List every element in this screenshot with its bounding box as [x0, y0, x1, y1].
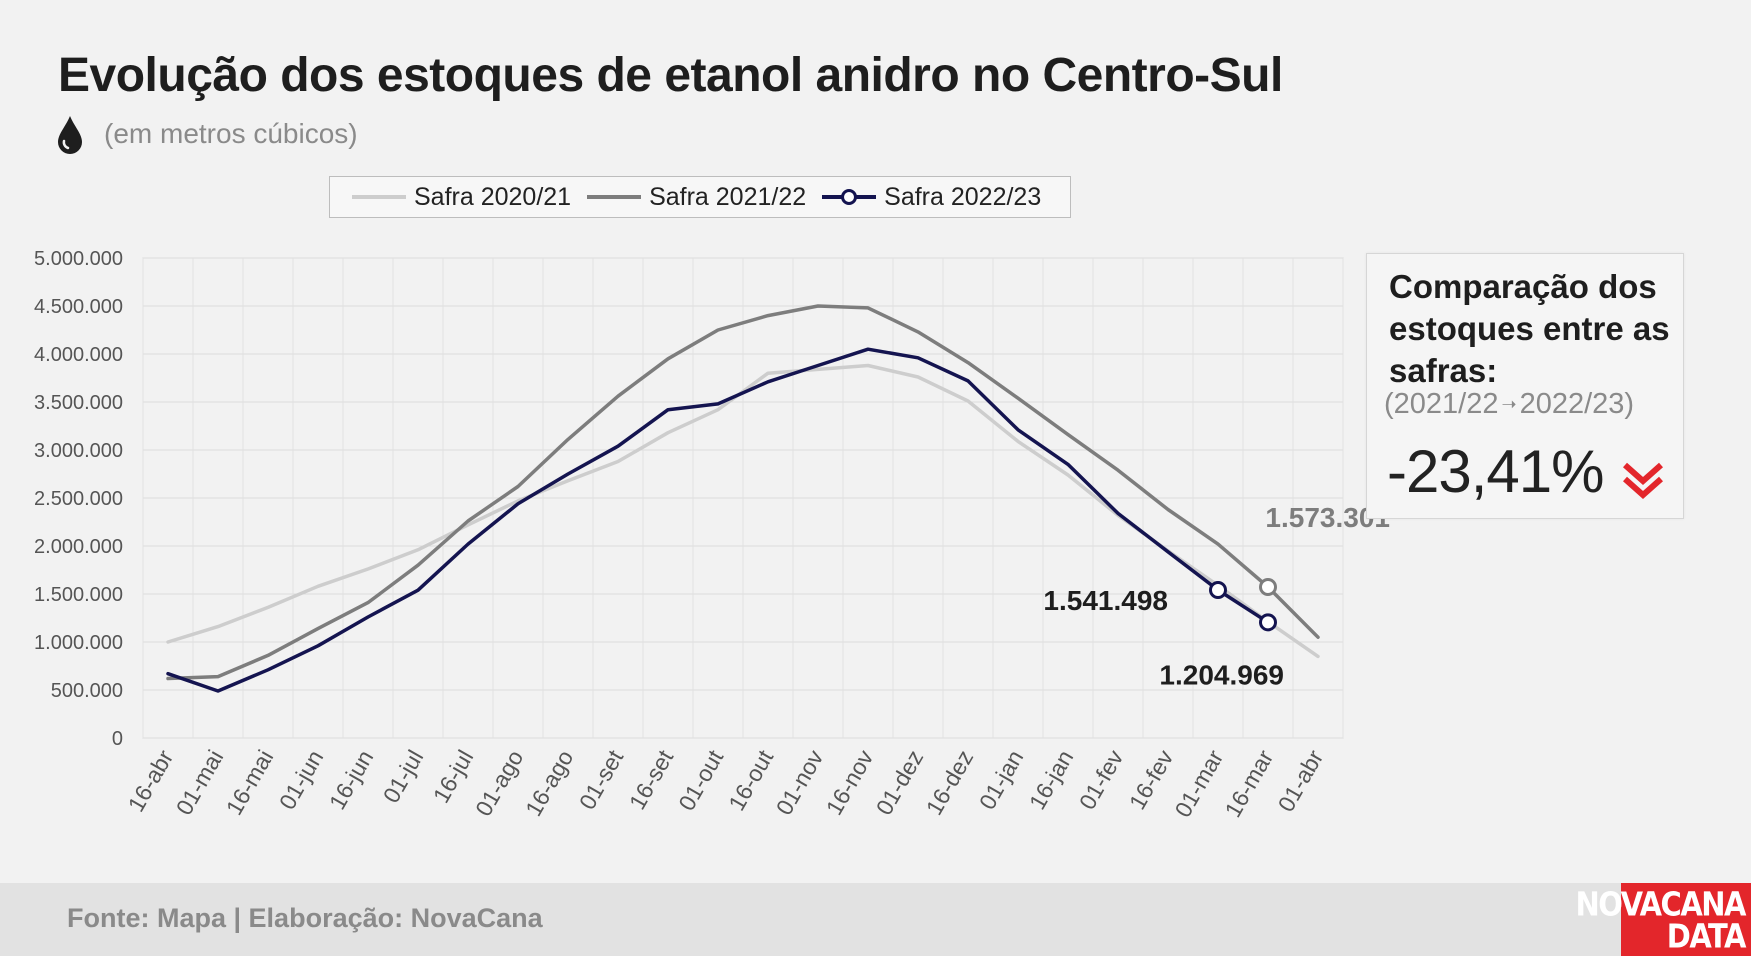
legend-item-2021-22: Safra 2021/22	[585, 183, 806, 212]
chart-grid	[142, 257, 1344, 739]
comparison-to: 2022/23)	[1519, 388, 1635, 420]
arrow-right-icon: ➝	[1501, 394, 1517, 414]
legend-item-2022-23: Safra 2022/23	[820, 183, 1041, 212]
data-label: 1.541.498	[1043, 585, 1168, 616]
subtitle-row: (em metros cúbicos)	[56, 114, 358, 154]
x-tick-label: 16-jan	[1024, 746, 1078, 814]
x-tick-label: 16-out	[723, 745, 778, 815]
legend-label-2021-22: Safra 2021/22	[649, 182, 807, 211]
drop-icon	[58, 116, 82, 154]
source-text: Fonte: Mapa | Elaboração: NovaCana	[67, 903, 543, 933]
y-tick-label: 3.500.000	[34, 392, 123, 414]
y-tick-label: 5.000.000	[34, 248, 123, 270]
chart-legend: Safra 2020/21 Safra 2021/22 Safra 2022/2…	[329, 176, 1071, 218]
x-tick-label: 16-nov	[821, 745, 879, 819]
x-tick-label: 01-dez	[871, 746, 929, 820]
data-label: 1.204.969	[1159, 659, 1284, 690]
x-tick-label: 16-jun	[324, 746, 378, 814]
series-line-s2122	[166, 304, 1320, 681]
x-tick-label: 01-out	[673, 745, 728, 815]
x-tick-label: 01-mai	[171, 746, 229, 820]
marker-s2122-16-mar	[1259, 577, 1277, 596]
x-tick-label: 16-jul	[428, 746, 479, 808]
x-tick-label: 16-fev	[1124, 745, 1179, 814]
logo-line2: DATA	[1666, 915, 1747, 956]
chart-series	[166, 304, 1320, 693]
x-tick-label: 01-ago	[470, 746, 528, 821]
legend-line-2022-23-icon	[822, 189, 877, 205]
comparison-value: -23,41%	[1387, 438, 1604, 505]
x-tick-label: 01-abr	[1273, 745, 1329, 816]
comparison-box: Comparação dos estoques entre as safras:…	[1366, 253, 1684, 519]
x-tick-label: 16-mar	[1219, 745, 1278, 821]
novacana-data-logo: NOVACANA DATA	[1575, 883, 1751, 956]
logo-line1: NOVACANA	[1575, 883, 1746, 924]
x-tick-label: 01-jun	[274, 746, 328, 814]
legend-label-2020-21: Safra 2020/21	[414, 182, 572, 211]
legend-line-2021-22-icon	[587, 195, 642, 199]
x-tick-label: 01-fev	[1074, 745, 1129, 814]
y-axis: 0 500.000 1.000.000 1.500.000 2.000.000 2.500…	[34, 248, 123, 750]
y-tick-label: 1.500.000	[34, 584, 123, 606]
series-line-s2223	[166, 347, 1270, 693]
comparison-period: (2021/22 ➝ 2022/23)	[1384, 388, 1634, 421]
legend-label-2022-23: Safra 2022/23	[884, 182, 1042, 211]
x-tick-label: 01-mar	[1169, 745, 1228, 821]
marker-s2223-01-mar	[1209, 581, 1227, 600]
y-tick-label: 2.000.000	[34, 536, 123, 558]
subtitle: (em metros cúbicos)	[104, 118, 358, 149]
page-title: Evolução dos estoques de etanol anidro n…	[58, 49, 1283, 102]
y-tick-label: 500.000	[51, 680, 123, 702]
x-tick-label: 16-dez	[921, 746, 979, 820]
x-tick-label: 01-jan	[974, 746, 1028, 814]
y-tick-label: 1.000.000	[34, 632, 123, 654]
legend-line-2020-21-icon	[352, 195, 406, 199]
y-tick-label: 3.000.000	[34, 440, 123, 462]
x-tick-label: 16-set	[624, 745, 679, 814]
x-tick-label: 16-mai	[221, 746, 279, 820]
marker-s2223-16-mar	[1259, 613, 1277, 632]
x-tick-label: 01-nov	[771, 745, 829, 819]
x-tick-label: 01-set	[574, 745, 629, 814]
y-tick-label: 4.000.000	[34, 344, 123, 366]
double-chevron-down-icon	[1623, 462, 1663, 500]
line-chart: 0 500.000 1.000.000 1.500.000 2.000.000 2.500…	[34, 248, 1390, 822]
y-tick-label: 2.500.000	[34, 488, 123, 510]
comparison-from: (2021/22	[1384, 388, 1499, 420]
y-tick-label: 4.500.000	[34, 296, 123, 318]
comparison-title: Comparação dos estoques entre as safras:	[1389, 268, 1670, 389]
y-tick-label: 0	[112, 728, 123, 750]
legend-item-2020-21: Safra 2020/21	[350, 183, 571, 212]
x-tick-label: 01-jul	[378, 746, 429, 808]
x-tick-label: 16-ago	[520, 746, 578, 821]
footer: Fonte: Mapa | Elaboração: NovaCana	[0, 883, 1751, 956]
